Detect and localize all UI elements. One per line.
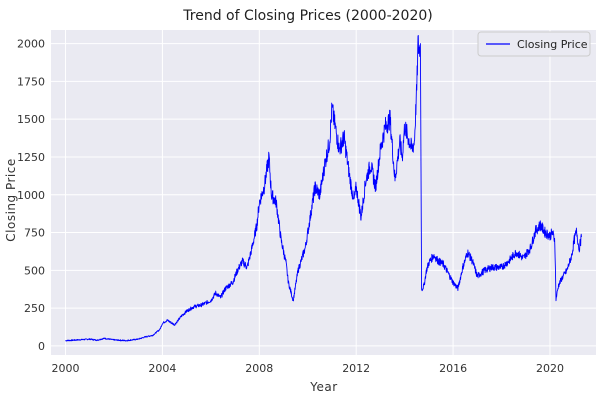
x-axis-label: Year	[309, 380, 337, 394]
y-tick-label: 1250	[17, 151, 45, 164]
legend: Closing Price	[477, 31, 591, 57]
x-tick-label: 2004	[148, 362, 176, 375]
legend-label: Closing Price	[517, 38, 588, 51]
y-axis-label: Closing Price	[4, 158, 18, 241]
x-tick-label: 2000	[52, 362, 80, 375]
y-tick-label: 2000	[17, 38, 45, 51]
x-axis-ticks: 2000 2004 2008 2012 2016 2020	[52, 362, 564, 375]
plot-area	[51, 30, 596, 355]
y-tick-label: 500	[24, 264, 45, 277]
y-axis-ticks: 0 250 500 750 1000 1250 1500 1750 2000	[17, 38, 45, 353]
y-tick-label: 1500	[17, 113, 45, 126]
y-tick-label: 1000	[17, 189, 45, 202]
chart-title: Trend of Closing Prices (2000-2020)	[182, 8, 432, 24]
x-tick-label: 2016	[439, 362, 467, 375]
legend-box	[477, 31, 591, 57]
x-tick-label: 2008	[245, 362, 273, 375]
y-tick-label: 1750	[17, 75, 45, 88]
series-group	[65, 35, 582, 342]
x-tick-label: 2012	[342, 362, 370, 375]
y-tick-label: 250	[24, 302, 45, 315]
series-line-closing-price	[65, 35, 582, 342]
y-tick-label: 0	[38, 340, 45, 353]
y-tick-label: 750	[24, 227, 45, 240]
gridlines	[51, 30, 596, 355]
x-tick-label: 2020	[536, 362, 564, 375]
